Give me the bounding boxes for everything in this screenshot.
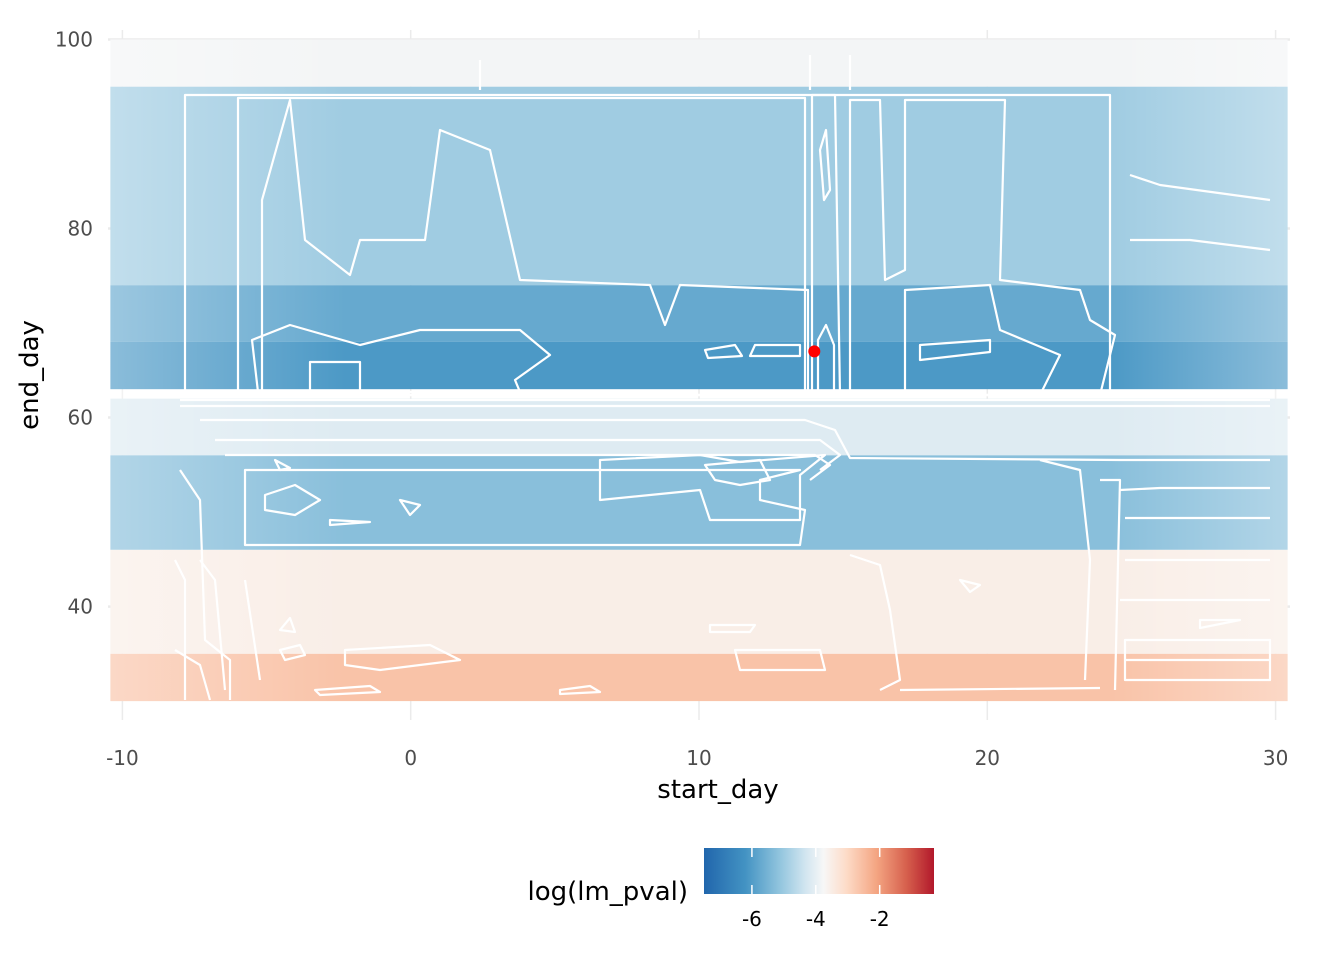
y-axis-ticks: 40 60 80 100 (55, 27, 93, 618)
x-tick-label: -10 (106, 746, 139, 770)
contour-lines (174, 55, 1272, 701)
legend-ticks: -6 -4 -2 (742, 848, 890, 931)
x-axis-title: start_day (657, 775, 778, 805)
y-tick-label: 100 (55, 27, 93, 51)
x-tick-label: 20 (975, 746, 1000, 770)
heatmap-fade (110, 39, 1288, 702)
x-tick-label: 0 (404, 746, 417, 770)
y-tick-label: 60 (68, 406, 93, 430)
legend-tick-label: -6 (742, 907, 762, 931)
legend-title: log(lm_pval) (527, 877, 688, 907)
legend-tick-label: -4 (806, 907, 826, 931)
legend: log(lm_pval) -6 -4 -2 (527, 848, 934, 931)
x-tick-label: 30 (1263, 746, 1288, 770)
legend-colorbar (704, 848, 934, 894)
y-tick-label: 40 (68, 595, 93, 619)
heatmap-tiles (110, 39, 1288, 702)
y-tick-label: 80 (68, 216, 93, 240)
highlight-point (808, 345, 821, 358)
x-axis-ticks: -10 0 10 20 30 (106, 746, 1288, 770)
legend-tick-label: -2 (870, 907, 890, 931)
y-axis-title: end_day (15, 320, 45, 430)
x-tick-label: 10 (686, 746, 711, 770)
